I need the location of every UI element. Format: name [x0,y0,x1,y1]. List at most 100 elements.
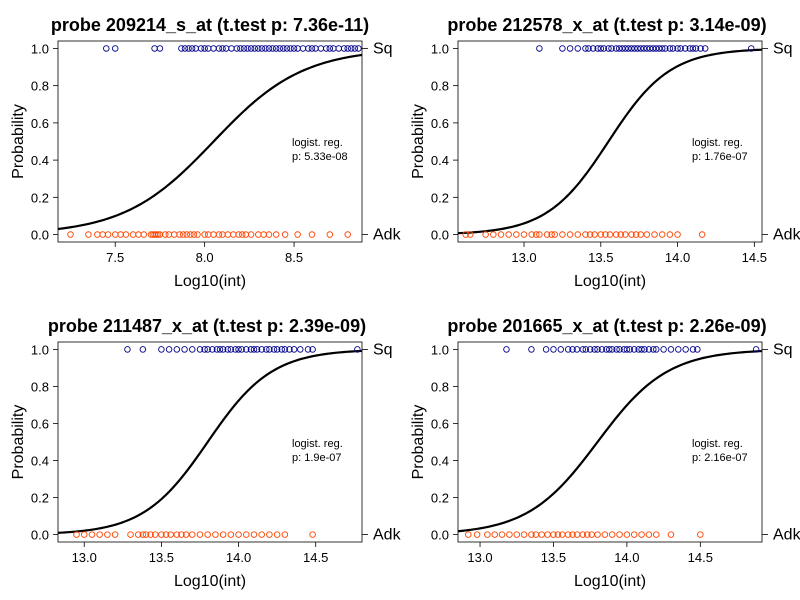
logistic-fit-curve [457,48,763,235]
adk-point [667,531,675,538]
x-tick-label: 13.5 [149,550,174,565]
x-tick-label: 14.0 [665,250,690,265]
sq-point [305,45,312,52]
adk-point [258,531,265,538]
sq-point [270,346,278,353]
adk-point [344,231,351,238]
adk-point [266,531,273,538]
y-axis-label: Probability [10,104,27,179]
plot-frame [457,341,763,543]
regression-annotation-line1: logist. reg. [692,137,743,149]
sq-point [322,45,330,52]
y-tick-label: 0.2 [431,190,449,205]
sq-point [233,45,241,52]
adk-point [551,231,558,238]
adk-point [616,531,623,538]
sq-point [574,45,582,52]
sq-point [188,45,196,52]
sq-point [660,346,667,353]
sq-point [605,45,612,52]
sq-point [222,45,230,52]
chart-panel-3: probe 211487_x_at (t.test p: 2.39e-09) 13… [10,316,402,590]
adk-point [651,231,658,238]
adk-point [559,231,566,238]
adk-point [564,531,572,538]
regression-annotation-line1: logist. reg. [292,438,343,450]
adk-point [265,231,273,238]
sq-point [586,346,594,353]
adk-point [281,531,289,538]
sq-point [312,45,319,52]
adk-point [697,531,704,538]
adk-point [238,231,246,238]
adk-point [490,231,497,238]
x-tick-label: 13.0 [511,250,536,265]
sq-point [265,45,273,52]
adk-point [473,531,481,538]
right-axis-label-adk: Adk [773,227,800,244]
adk-point [85,231,92,238]
sq-point [612,45,620,52]
sq-point [192,45,199,52]
adk-point [129,231,137,238]
sq-point [308,45,316,52]
x-tick-label: 14.0 [226,550,251,565]
adk-point [212,531,219,538]
adk-point [139,531,147,538]
adk-point [140,231,148,238]
sq-point [675,346,682,353]
sq-point [666,45,674,52]
series-sq [536,45,755,52]
adk-point [612,231,620,238]
sq-point [103,45,110,52]
sq-point [646,45,654,52]
adk-point [583,531,591,538]
right-axis-label-adk: Adk [773,527,800,544]
adk-point [219,231,226,238]
sq-point [643,45,651,52]
adk-point [243,531,250,538]
y-tick-label: 1.0 [431,342,449,357]
sq-point [269,45,276,52]
sq-point [582,45,589,52]
right-axis-label-sq: Sq [773,341,793,358]
adk-point [67,231,74,238]
chart-title: probe 201665_x_at (t.test p: 2.26e-09) [447,316,766,336]
y-tick-label: 0.2 [431,491,449,506]
sq-point [204,45,212,52]
right-axis-label-adk: Adk [373,227,402,244]
regression-annotation-line1: logist. reg. [292,137,343,149]
sq-point [669,45,677,52]
sq-point [613,346,620,353]
sq-point [111,45,119,52]
sq-point [689,45,697,52]
sq-point [686,45,694,52]
right-axis-label-sq: Sq [373,341,393,358]
adk-point [536,231,543,238]
x-tick-label: 14.5 [688,550,713,565]
adk-point [543,231,551,238]
sq-point [557,346,565,353]
sq-point [630,346,638,353]
sq-point [286,346,293,353]
adk-point [196,531,204,538]
adk-point [308,231,316,238]
sq-point [201,45,208,52]
sq-point [258,346,265,353]
sq-point [640,45,648,52]
x-tick-label: 13.0 [467,550,492,565]
adk-point [173,531,181,538]
adk-point [153,231,160,238]
sq-point [694,346,701,353]
logistic-fit-curve [57,349,363,534]
adk-point [158,531,165,538]
sq-point [278,346,286,353]
sq-point [189,346,196,353]
adk-point [122,231,130,238]
sq-point [579,346,587,353]
adk-point [201,231,208,238]
sq-point [623,346,631,353]
chart-panel-2: probe 212578_x_at (t.test p: 3.14e-09) 13… [410,15,800,290]
sq-point [262,45,269,52]
sq-point [649,45,657,52]
